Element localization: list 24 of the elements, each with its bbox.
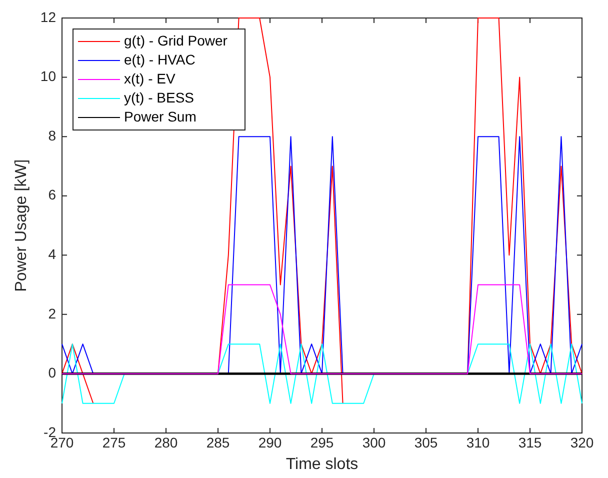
x-tick-label: 305 (414, 434, 438, 450)
y-axis-title: Power Usage [kW] (13, 159, 30, 292)
legend-label: y(t) - BESS (124, 89, 194, 106)
legend-label: x(t) - EV (124, 70, 176, 86)
x-tick-label: 310 (466, 434, 490, 450)
x-tick-label: 290 (258, 434, 282, 450)
legend-label: e(t) - HVAC (124, 51, 196, 68)
x-tick-label: 300 (362, 434, 386, 450)
x-tick-label: 275 (102, 434, 126, 450)
y-tick-label: 12 (40, 8, 56, 25)
x-tick-label: 295 (310, 434, 334, 450)
y-tick-label: 8 (48, 127, 56, 144)
legend-label: Power Sum (124, 108, 196, 124)
y-tick-label: 4 (48, 246, 56, 262)
x-axis-title: Time slots (286, 456, 358, 473)
y-tick-label: 0 (48, 364, 56, 381)
y-tick-label: 6 (48, 186, 56, 203)
x-tick-label: 315 (518, 434, 542, 450)
legend-label: g(t) - Grid Power (124, 32, 228, 48)
x-tick-label: 285 (206, 434, 230, 450)
y-tick-label: 2 (48, 305, 56, 322)
x-tick-label: 320 (570, 434, 594, 450)
y-tick-label: 10 (40, 68, 56, 84)
x-tick-label: 280 (154, 434, 178, 450)
